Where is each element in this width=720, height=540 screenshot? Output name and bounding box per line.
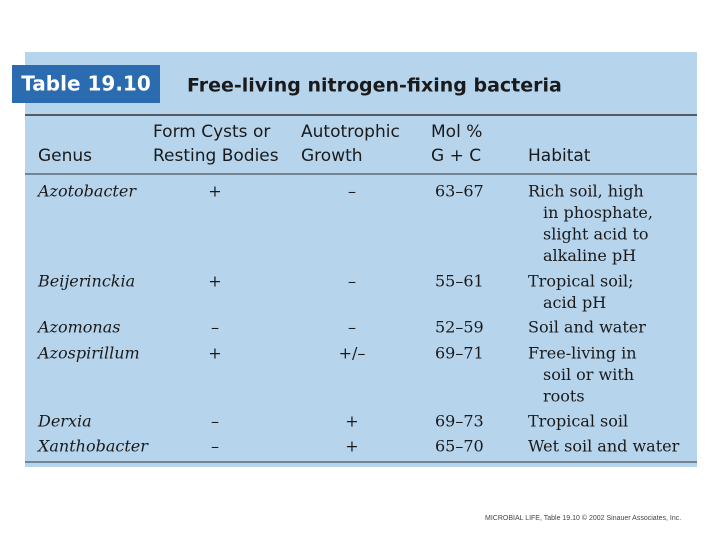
habitat: acid pH [543, 293, 606, 312]
habitat: Tropical soil [528, 412, 628, 431]
genus: Azomonas [36, 318, 120, 337]
autotrophic: – [348, 272, 356, 291]
genus: Azospirillum [36, 344, 140, 363]
habitat: alkaline pH [543, 246, 636, 265]
autotrophic: – [348, 182, 356, 201]
cysts: + [208, 344, 221, 363]
mol-gc: 55–61 [435, 272, 484, 291]
table-label-box [12, 65, 160, 103]
habitat: soil or with [543, 365, 634, 384]
cysts: + [208, 182, 221, 201]
cysts: – [211, 437, 219, 456]
autotrophic: – [348, 318, 356, 337]
cysts: + [208, 272, 221, 291]
autotrophic: +/– [339, 344, 366, 363]
autotrophic: + [345, 412, 358, 431]
habitat: Rich soil, high [528, 182, 644, 201]
autotrophic: + [345, 437, 358, 456]
habitat: Free-living in [528, 344, 637, 363]
habitat: in phosphate, [543, 203, 653, 222]
column-header: Form Cysts or [153, 122, 270, 142]
column-header: Mol % [431, 122, 482, 142]
column-header: Growth [301, 146, 363, 166]
habitat: roots [543, 387, 585, 406]
mol-gc: 63–67 [435, 182, 484, 201]
habitat: Wet soil and water [528, 437, 680, 456]
genus: Beijerinckia [37, 272, 135, 291]
table-title: Free-living nitrogen-fixing bacteria [187, 75, 562, 97]
mol-gc: 52–59 [435, 318, 484, 337]
column-header: G + C [431, 146, 481, 166]
habitat: Tropical soil; [528, 272, 633, 291]
mol-gc: 69–71 [435, 344, 484, 363]
genus: Derxia [37, 412, 92, 431]
genus: Azotobacter [36, 182, 137, 201]
footer: MICROBIAL LIFE, Table 19.10 © 2002 Sinau… [485, 514, 681, 522]
mol-gc: 69–73 [435, 412, 484, 431]
column-header: Autotrophic [301, 122, 400, 142]
table-panel [25, 52, 697, 467]
genus: Xanthobacter [36, 437, 149, 456]
habitat: slight acid to [543, 225, 649, 244]
cysts: – [211, 412, 219, 431]
column-header: Habitat [528, 146, 591, 166]
cysts: – [211, 318, 219, 337]
table-label: Table 19.10 [21, 72, 151, 96]
column-header: Resting Bodies [153, 146, 279, 166]
mol-gc: 65–70 [435, 437, 484, 456]
habitat: Soil and water [528, 318, 646, 337]
column-header: Genus [38, 146, 92, 166]
